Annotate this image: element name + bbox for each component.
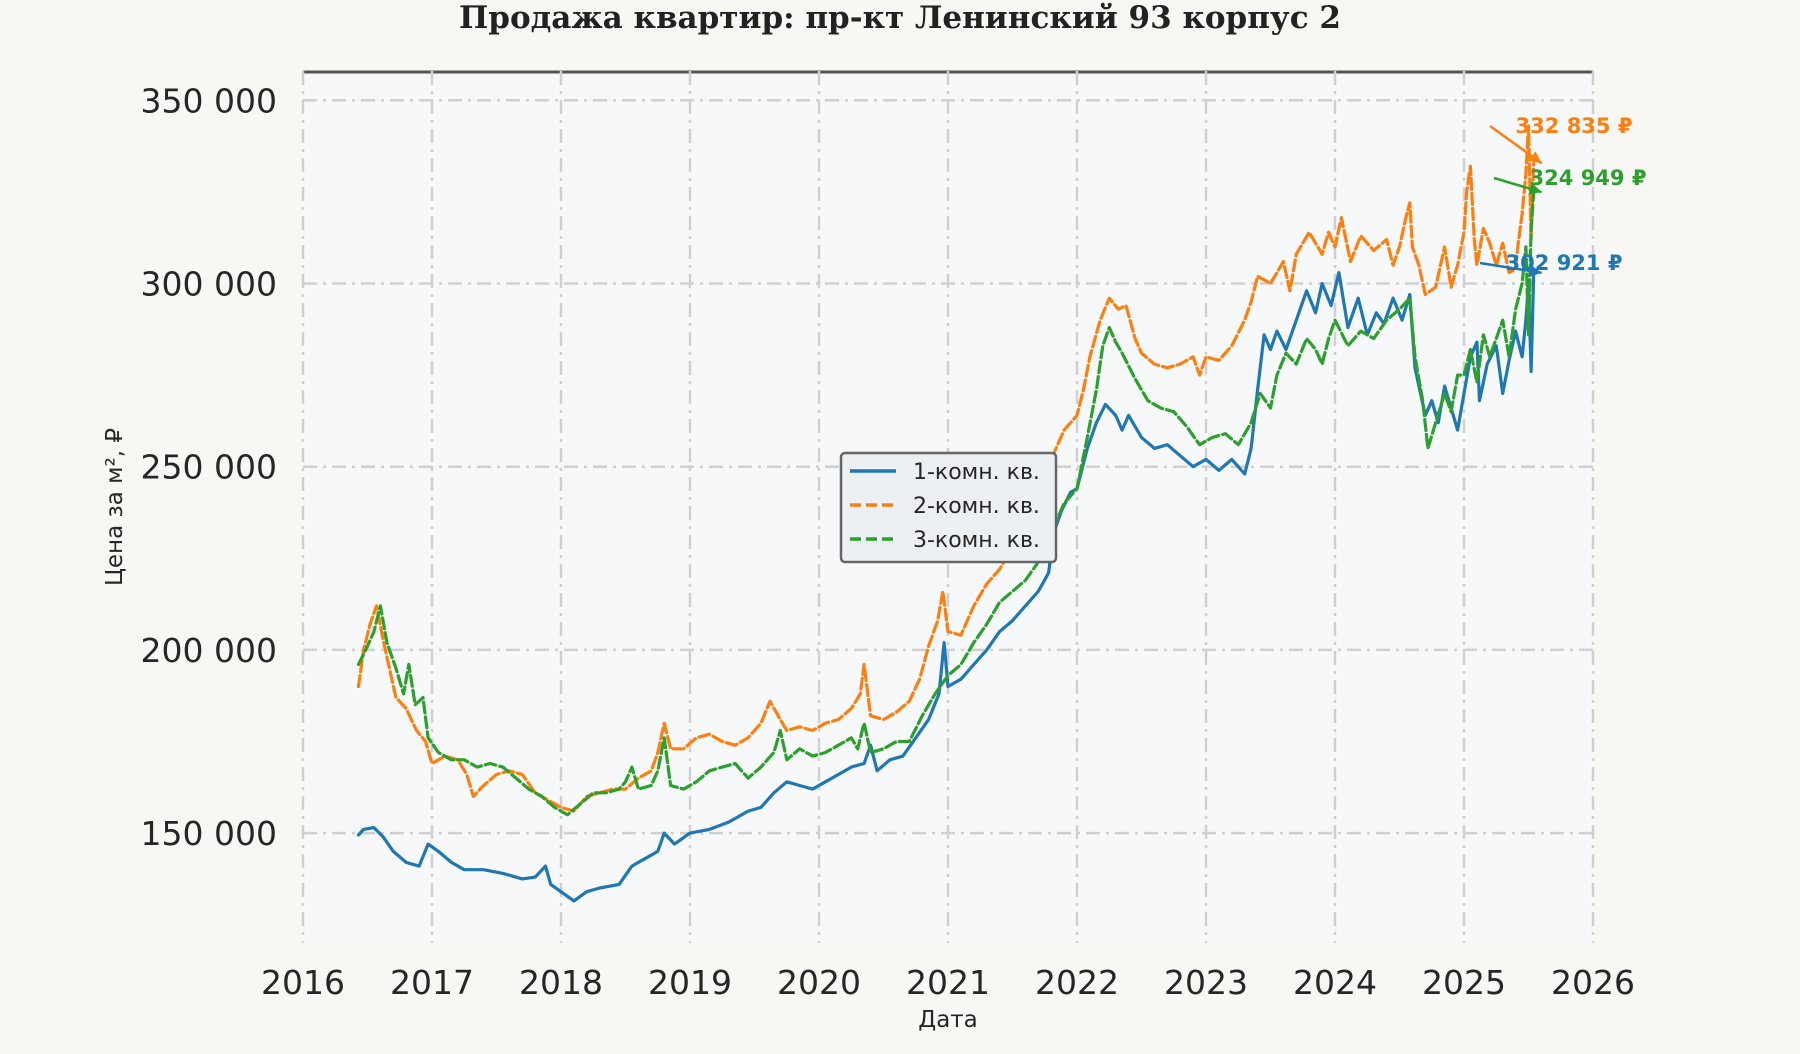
end-value-label-1-room: 302 921 ₽ — [1506, 251, 1623, 275]
legend-box — [839, 451, 1058, 564]
y-tick-label: 300 000 — [141, 265, 277, 304]
x-tick-label: 2023 — [1164, 963, 1248, 1002]
y-tick-label: 350 000 — [141, 81, 277, 120]
annotation-arrow-head — [1528, 182, 1542, 195]
legend-item-2-room: 2-комн. кв. — [850, 494, 1040, 519]
legend-label-3-room: 3-комн. кв. — [913, 528, 1040, 553]
annotation-arrow-head — [1528, 264, 1542, 277]
x-tick-label: 2019 — [648, 963, 732, 1002]
y-axis-label: Цена за м², ₽ — [102, 428, 128, 586]
end-value-annotations: 302 921 ₽ 332 835 ₽ 324 949 ₽ — [1479, 114, 1647, 277]
x-tick-label: 2020 — [777, 963, 861, 1002]
legend-item-3-room: 3-комн. кв. — [850, 528, 1040, 553]
x-tick-label: 2021 — [906, 963, 990, 1002]
legend-label-2-room: 2-комн. кв. — [913, 494, 1040, 519]
legend-label-1-room: 1-комн. кв. — [913, 460, 1040, 485]
chart-title: Продажа квартир: пр-кт Ленинский 93 корп… — [459, 0, 1341, 36]
annotation-arrow-head — [1528, 151, 1542, 164]
series-line-3-room — [356, 190, 1536, 817]
x-tick-label: 2018 — [519, 963, 603, 1002]
end-value-label-2-room: 332 835 ₽ — [1516, 114, 1633, 138]
axis-ticks: 2016 2017 2018 2019 2020 2021 2022 2023 2024 2025… — [141, 81, 1635, 1002]
legend-item-1-room: 1-комн. кв. — [850, 460, 1040, 485]
x-tick-label: 2024 — [1293, 963, 1377, 1002]
end-value-label-3-room: 324 949 ₽ — [1530, 166, 1647, 190]
x-axis-label: Дата — [918, 1007, 978, 1033]
x-tick-label: 2016 — [261, 963, 345, 1002]
y-tick-label: 250 000 — [141, 448, 277, 487]
y-tick-label: 200 000 — [141, 631, 277, 670]
x-tick-label: 2025 — [1422, 963, 1506, 1002]
legend: 1-комн. кв. 2-комн. кв. 3-комн. кв. — [839, 451, 1058, 564]
x-tick-label: 2026 — [1551, 963, 1635, 1002]
x-tick-label: 2017 — [390, 963, 474, 1002]
x-tick-label: 2022 — [1035, 963, 1119, 1002]
y-tick-label: 150 000 — [141, 814, 277, 853]
